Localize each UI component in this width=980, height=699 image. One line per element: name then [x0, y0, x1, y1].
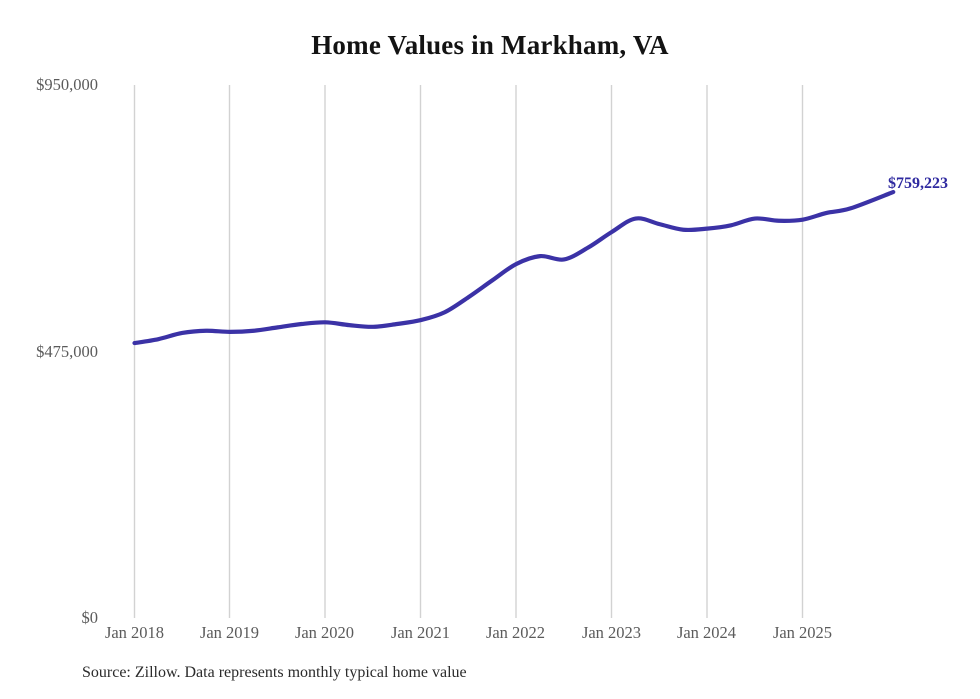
- x-tick-label-jan-2023: Jan 2023: [581, 623, 642, 642]
- end-value-label: $759,223: [888, 175, 948, 192]
- x-tick-label-jan-2019: Jan 2019: [199, 623, 260, 642]
- source-note: Source: Zillow. Data represents monthly …: [82, 664, 467, 681]
- chart-title: Home Values in Markham, VA: [311, 30, 669, 60]
- x-tick-label-jan-2024: Jan 2024: [676, 623, 737, 642]
- x-tick-label-jan-2025: Jan 2025: [772, 623, 833, 642]
- y-tick-label-950000: $950,000: [36, 75, 98, 94]
- x-tick-label-jan-2018: Jan 2018: [104, 623, 165, 642]
- home-value-line: [132, 189, 896, 346]
- x-tick-label-jan-2021: Jan 2021: [390, 623, 451, 642]
- gridlines: [133, 85, 804, 618]
- y-tick-label-0: $0: [81, 608, 99, 627]
- x-tick-label-jan-2022: Jan 2022: [485, 623, 546, 642]
- x-tick-label-jan-2020: Jan 2020: [294, 623, 355, 642]
- y-tick-label-475000: $475,000: [36, 342, 98, 361]
